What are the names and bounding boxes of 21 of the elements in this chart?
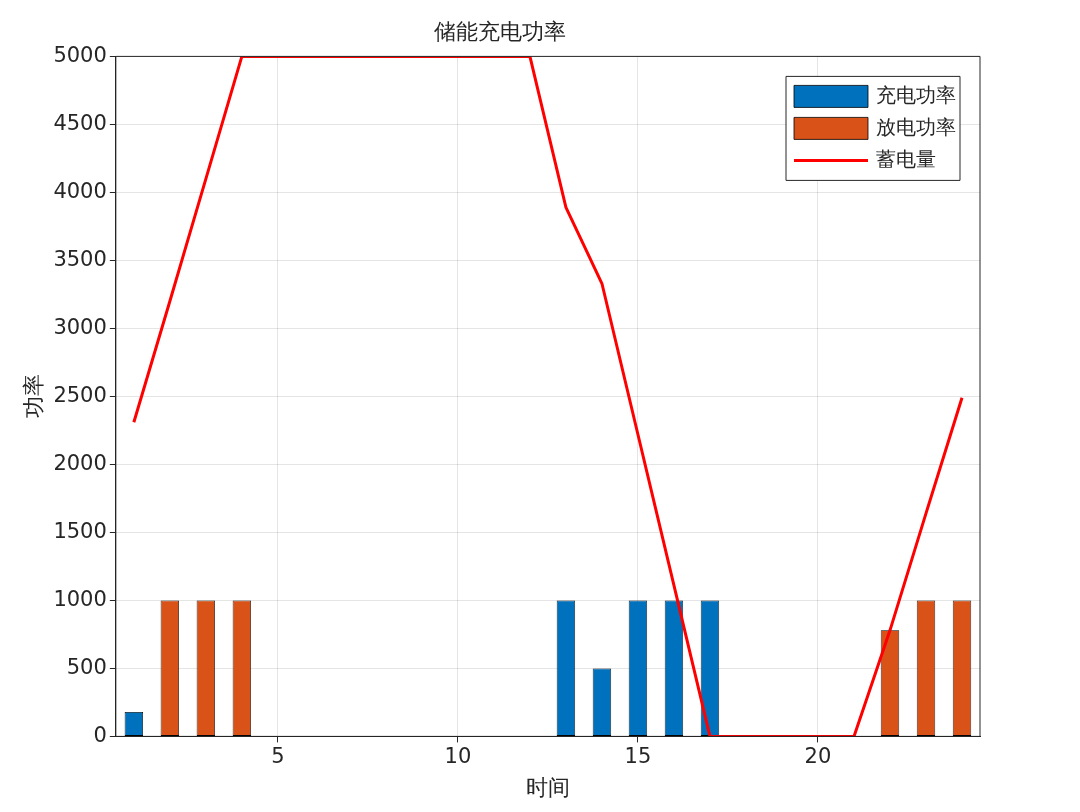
legend-label: 蓄电量 [876, 146, 936, 171]
y-tick-label: 3500 [53, 246, 107, 271]
x-tick-label: 15 [624, 744, 652, 769]
y-axis-title: 功率 [20, 374, 46, 419]
y-tick-label: 2000 [53, 450, 107, 475]
y-tick-label: 500 [66, 654, 107, 679]
y-tick-label: 1500 [53, 518, 107, 543]
x-axis-title: 时间 [525, 774, 570, 800]
legend-label: 放电功率 [876, 114, 956, 139]
y-tick-label: 3000 [53, 314, 107, 339]
chart-title: 储能充电功率 [434, 18, 566, 44]
x-tick-label: 20 [804, 744, 832, 769]
y-tick-label: 0 [93, 722, 107, 747]
y-tick-label: 4000 [53, 178, 107, 203]
x-tick-label: 5 [271, 744, 285, 769]
legend-label: 充电功率 [876, 82, 956, 107]
y-tick-label: 2500 [53, 382, 107, 407]
x-tick-label: 10 [444, 744, 472, 769]
y-tick-label: 1000 [53, 586, 107, 611]
y-tick-label: 5000 [53, 42, 107, 67]
y-tick-label: 4500 [53, 110, 107, 135]
